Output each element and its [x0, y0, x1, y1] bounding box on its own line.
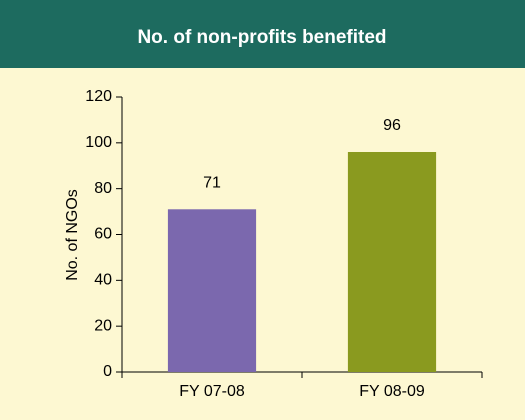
chart-title: No. of non-profits benefited: [137, 27, 386, 48]
y-tick-label: 40: [94, 272, 112, 289]
x-tick-label: FY 07-08: [179, 383, 245, 400]
y-axis-label: No. of NGOs: [64, 189, 81, 281]
y-tick-label: 0: [103, 363, 112, 380]
y-tick-label: 120: [85, 88, 112, 105]
y-tick-label: 20: [94, 317, 112, 334]
data-label: 71: [203, 175, 221, 192]
y-tick-label: 80: [94, 180, 112, 197]
y-tick-label: 100: [85, 134, 112, 151]
data-label: 96: [383, 117, 401, 134]
x-tick-label: FY 08-09: [359, 383, 425, 400]
bar: [347, 152, 437, 372]
y-tick-label: 60: [94, 226, 112, 243]
header: [0, 0, 525, 68]
bar: [167, 209, 257, 372]
